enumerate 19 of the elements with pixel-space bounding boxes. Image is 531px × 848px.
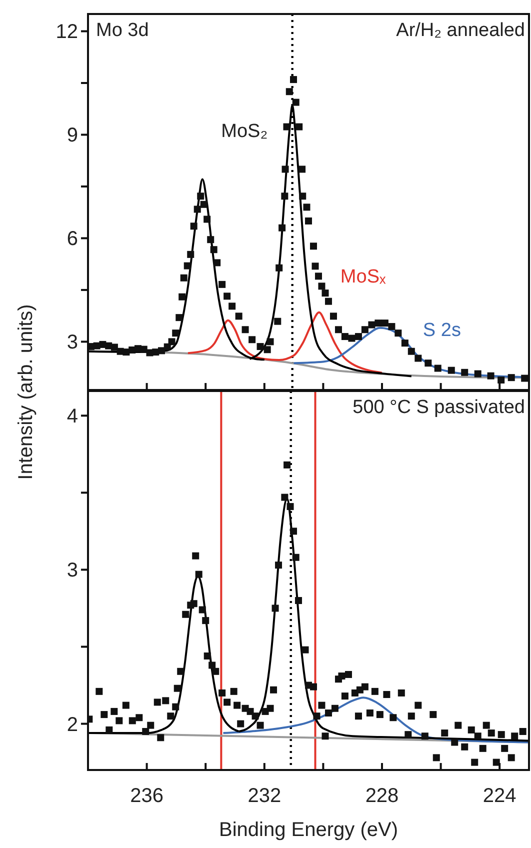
y-tick-label: 9 <box>66 124 78 147</box>
y-tick-label: 2 <box>66 714 78 736</box>
annotation: Ar/H₂ annealed <box>396 20 525 41</box>
y-tick-label: 3 <box>66 332 78 354</box>
y-tick-label: 12 <box>56 21 78 44</box>
series-label: MoSₓ <box>340 266 386 288</box>
x-axis-title: Binding Energy (eV) <box>219 819 398 841</box>
x-tick-label: 224 <box>482 785 516 807</box>
x-tick-label: 236 <box>130 785 164 807</box>
y-tick-label: 4 <box>66 406 78 428</box>
series-label: S 2s <box>422 320 461 341</box>
annotation: Mo 3d <box>96 20 149 41</box>
annotation: 500 °C S passivated <box>352 397 525 418</box>
x-tick-label: 228 <box>365 785 399 807</box>
x-tick-label: 232 <box>248 785 282 807</box>
y-tick-label: 3 <box>66 560 78 582</box>
y-tick-label: 6 <box>66 228 78 250</box>
y-axis-title: Intensity (arb. units) <box>15 304 37 480</box>
text: MoS₂ <box>221 121 268 142</box>
